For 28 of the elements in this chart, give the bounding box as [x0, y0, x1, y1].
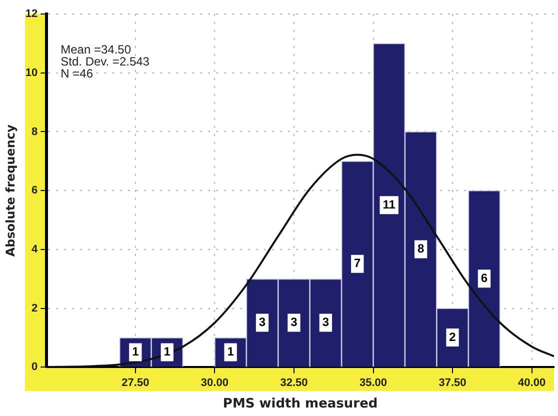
data-label: 6	[480, 270, 488, 285]
x-tick-label: 32.50	[280, 376, 308, 389]
y-axis-title: Absolute frequency	[3, 124, 18, 257]
x-tick-label: 35.00	[359, 376, 388, 389]
data-label: 8	[417, 242, 424, 256]
data-label: 11	[382, 197, 396, 212]
data-label: 1	[164, 344, 171, 359]
y-tick-label: 8	[32, 126, 38, 138]
annotation: Std. Dev. =2.543	[60, 54, 150, 68]
y-tick-label: 10	[25, 66, 38, 79]
data-label: 3	[322, 315, 330, 330]
data-label: 2	[449, 330, 456, 344]
y-tick-label: 0	[32, 361, 38, 374]
x-tick-label: 30.00	[200, 376, 228, 389]
y-tick-label: 4	[32, 244, 39, 256]
x-axis-title: PMS width measured	[222, 396, 378, 412]
y-tick-label: 2	[32, 302, 38, 314]
y-tick-label: 6	[32, 184, 38, 197]
annotation: Mean =34.50	[60, 42, 132, 56]
data-label: 3	[258, 315, 266, 330]
data-label: 1	[227, 344, 234, 359]
data-label: 3	[290, 315, 298, 330]
data-label: 7	[354, 256, 362, 270]
x-tick-label: 27.50	[122, 376, 150, 389]
x-tick-label: 37.50	[438, 376, 466, 389]
x-tick-label: 40.00	[518, 376, 546, 389]
data-label: 1	[132, 344, 140, 359]
annotation: N =46	[60, 66, 94, 80]
